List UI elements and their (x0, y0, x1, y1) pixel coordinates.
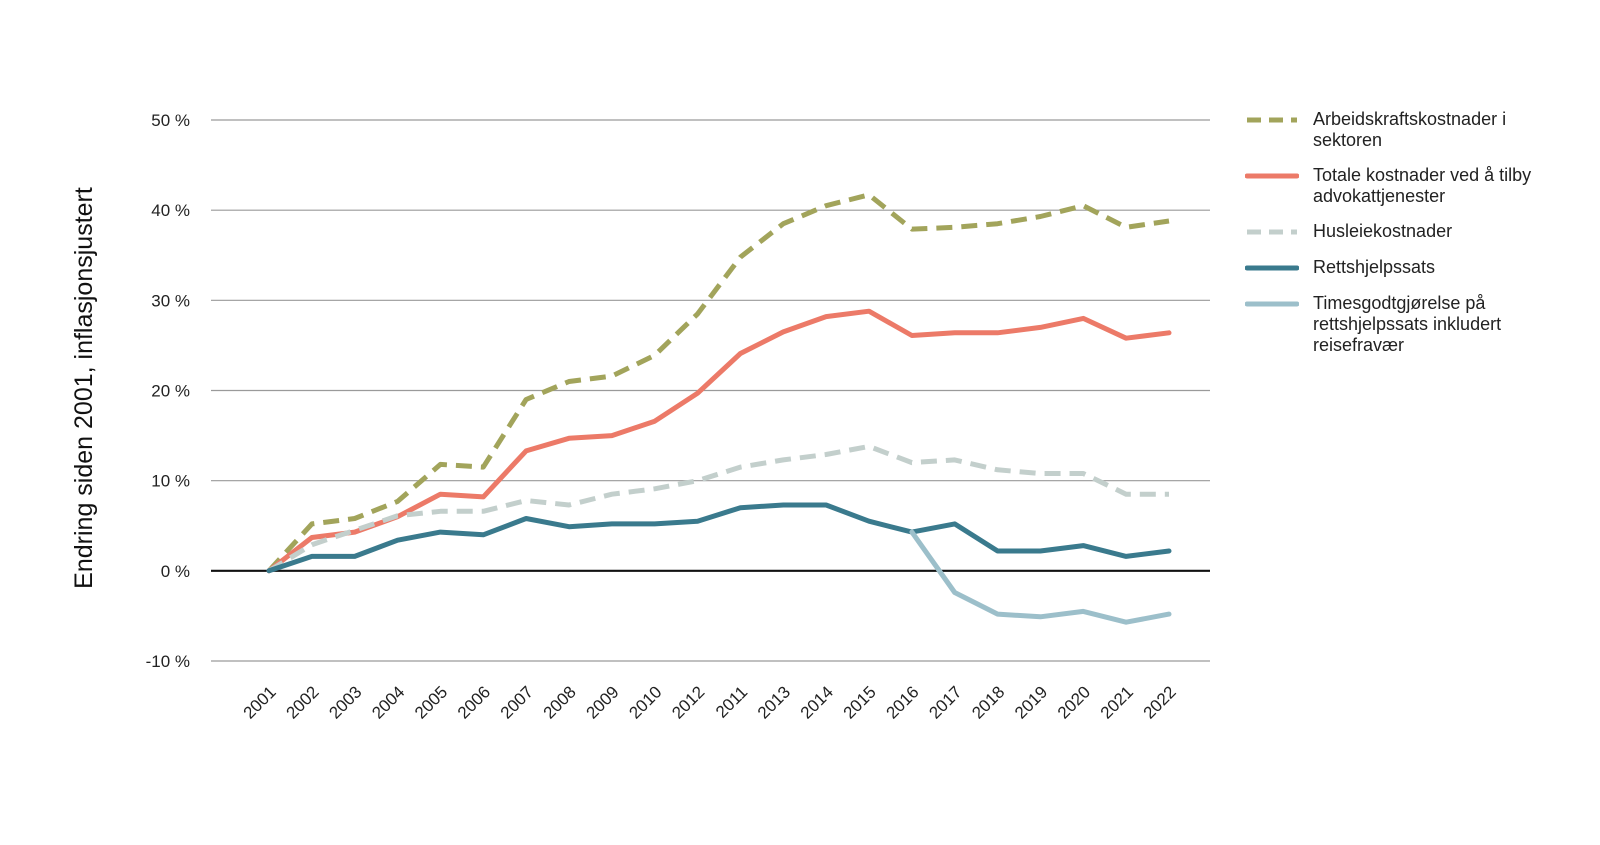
x-tick-label: 2011 (712, 682, 751, 721)
series-line (267, 443, 1169, 573)
y-tick-label: 10 % (151, 472, 190, 491)
y-axis-label: Endring siden 2001, inflasjonsjustert (70, 187, 98, 589)
legend: Arbeidskraftskostnader i sektoren Totale… (1245, 109, 1575, 370)
legend-swatch (1245, 173, 1299, 179)
legend-swatch (1247, 117, 1297, 123)
x-tick-label: 2003 (325, 682, 365, 722)
gridlines (211, 119, 1210, 662)
x-tick-label: 2012 (668, 682, 708, 722)
x-tick-label: 2010 (625, 682, 665, 722)
x-tick-label: 2019 (1011, 682, 1051, 722)
series-line (909, 529, 1172, 625)
legend-item: Arbeidskraftskostnader i sektoren (1245, 109, 1575, 151)
x-tick-label: 2014 (797, 682, 837, 722)
x-tick-label: 2016 (883, 682, 923, 722)
legend-item: Timesgodtgjørelse på rettshjelpssats ink… (1245, 293, 1575, 356)
legend-swatch (1245, 301, 1299, 307)
x-tick-label: 2020 (1054, 682, 1094, 722)
series-line (266, 308, 1172, 574)
y-axis-ticks: 50 % 40 % 30 % 20 % 10 % 0 % -10 % (146, 111, 190, 671)
x-tick-label: 2013 (754, 682, 794, 722)
legend-label: Timesgodtgjørelse på rettshjelpssats ink… (1313, 293, 1502, 355)
x-tick-label: 2007 (497, 682, 537, 722)
x-axis-ticks: 2001 2002 2003 2004 2005 2006 2007 2008 2009 2010… (240, 682, 1180, 722)
legend-swatch (1247, 229, 1297, 235)
series-line (266, 502, 1172, 574)
series-lines (266, 192, 1172, 625)
x-tick-label: 2021 (1097, 682, 1137, 722)
x-tick-label: 2006 (454, 682, 494, 722)
x-tick-label: 2009 (583, 682, 623, 722)
y-tick-label: 20 % (151, 382, 190, 401)
x-tick-label: 2018 (968, 682, 1008, 722)
y-tick-label: -10 % (146, 652, 190, 671)
x-tick-label: 2001 (240, 682, 280, 722)
legend-label: Arbeidskraftskostnader i sektoren (1313, 109, 1507, 150)
y-tick-label: 40 % (151, 201, 190, 220)
x-tick-label: 2022 (1140, 682, 1180, 722)
x-tick-label: 2017 (925, 682, 965, 722)
legend-item: Husleiekostnader (1245, 221, 1575, 243)
legend-item: Totale kostnader ved å tilby advokattjen… (1245, 165, 1575, 207)
x-tick-label: 2002 (283, 682, 323, 722)
legend-label: Husleiekostnader (1313, 221, 1453, 241)
legend-label: Rettshjelpssats (1313, 257, 1436, 277)
y-tick-label: 0 % (161, 562, 190, 581)
x-tick-label: 2015 (840, 682, 880, 722)
x-tick-label: 2005 (411, 682, 451, 722)
legend-item: Rettshjelpssats (1245, 257, 1575, 279)
y-tick-label: 30 % (151, 291, 190, 310)
y-tick-label: 50 % (151, 111, 190, 130)
x-tick-label: 2008 (540, 682, 580, 722)
legend-label: Totale kostnader ved å tilby advokattjen… (1313, 165, 1532, 206)
legend-swatch (1245, 265, 1299, 271)
x-tick-label: 2004 (368, 682, 408, 722)
series-line (267, 192, 1170, 573)
